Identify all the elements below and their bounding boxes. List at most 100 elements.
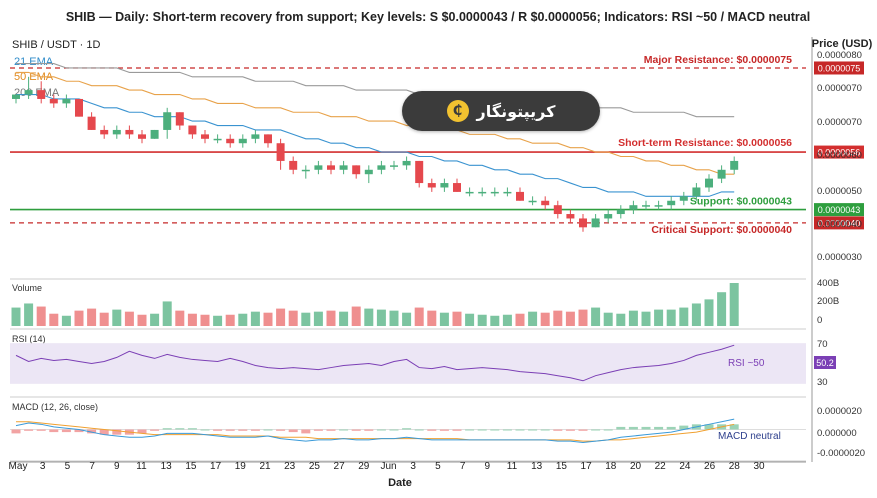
candle-body [503,191,512,194]
macd-histogram-bar [250,429,260,431]
volume-bar [666,309,676,326]
volume-bar [704,299,714,326]
macd-histogram-bar [175,428,185,430]
macd-histogram-bar [351,429,361,431]
macd-histogram-bar [301,429,311,434]
macd-histogram-bar [11,429,21,434]
volume-bar [137,314,147,326]
price-tick-label: 0.0000080 [817,50,862,61]
date-tick-label: 9 [114,461,120,472]
volume-bar [263,312,273,326]
candle-body [125,129,134,135]
volume-bar [364,308,374,326]
candle-body [62,98,71,104]
candle-body [616,209,625,215]
rsi-value-badge [814,356,836,369]
candle-body [213,138,222,141]
volume-bar [49,313,59,326]
key-levels: Major Resistance: $0.0000075 0.0000075 Sho… [10,54,864,236]
date-tick-label: Jun [380,461,396,472]
candle-body [251,134,260,139]
price-tick-label: 0.0000070 [817,117,862,128]
macd-histogram-bar [276,429,286,431]
volume-bar [112,309,122,326]
price-axis-title: Price (USD) [812,38,873,50]
volume-tick-label: 200B [817,296,839,307]
macd-histogram-bar [414,429,424,431]
volume-bar [339,311,349,326]
volume-bar [502,314,512,326]
volume-bar [276,308,286,326]
level-badge-text-3: 0.0000040 [818,218,861,228]
candle-body [238,138,247,144]
candlesticks [12,76,739,232]
macd-histogram-bar [465,429,475,431]
volume-bar [717,292,727,326]
candle-body [629,205,638,210]
macd-histogram-bar [24,429,34,431]
level-label-3: Critical Support: $0.0000040 [651,224,792,236]
date-tick-label: 9 [485,461,491,472]
volume-bar [225,314,235,326]
level-badge-2 [814,203,864,217]
macd-histogram-bar [339,429,349,431]
date-tick-label: 27 [334,461,346,472]
level-label-2: Support: $0.0000043 [690,196,792,208]
macd-histogram-bar [376,429,386,431]
date-tick-label: May [9,461,28,472]
macd-histogram-bar [553,429,563,431]
volume-bar [36,306,46,326]
volume-bar [326,310,336,326]
macd-histogram-bar [603,429,613,431]
level-badge-1 [814,145,864,159]
candle-body [667,200,676,206]
crypto-coin-icon: ₵ [446,100,469,122]
macd-histogram-bar [578,429,588,431]
candle-body [465,191,474,194]
candle-body [150,129,159,139]
watermark-text: کریپتونگار [476,101,556,121]
volume-bar [427,310,437,326]
candle-body [642,205,650,207]
candle-body [591,218,600,228]
candle-body [289,160,298,170]
candle-body [415,160,424,184]
volume-bar [301,312,311,326]
date-tick-label: 24 [679,461,691,472]
ema200-line [16,63,735,118]
date-tick-label: 23 [284,461,296,472]
volume-bar [99,312,109,326]
candle-body [188,125,197,135]
rsi-tick-label: 70 [817,339,828,350]
volume-bar [553,310,563,326]
legend-ema50: 50 EMA [14,71,54,83]
macd-histogram-bar [61,429,71,433]
date-tick-label: 21 [259,461,271,472]
date-tick-label: 3 [40,461,46,472]
macd-histogram-bar [87,429,97,434]
candle-body [730,160,739,170]
volume-bar [200,314,210,326]
macd-histogram-bar [238,429,248,431]
volume-bar [465,313,475,326]
candle-body [75,98,83,117]
macd-histogram-bar [36,429,46,431]
volume-bar [628,310,638,326]
date-tick-label: 13 [531,461,543,472]
macd-histogram-bar [502,429,512,431]
macd-tick-label: 0.000000 [817,428,857,439]
volume-bar [490,315,500,326]
level-label-0: Major Resistance: $0.0000075 [644,54,792,66]
volume-bar [515,313,525,326]
candle-body [364,169,373,175]
x-axis-title: Date [388,477,412,489]
ema50-line [16,71,735,175]
date-tick-label: 25 [309,461,321,472]
volume-bar [691,303,701,326]
date-tick-label: 7 [89,461,95,472]
candle-body [24,90,33,95]
rsi-panel-title: RSI (14) [12,334,46,344]
volume-bar [24,303,34,326]
macd-histogram-bar [515,429,525,431]
